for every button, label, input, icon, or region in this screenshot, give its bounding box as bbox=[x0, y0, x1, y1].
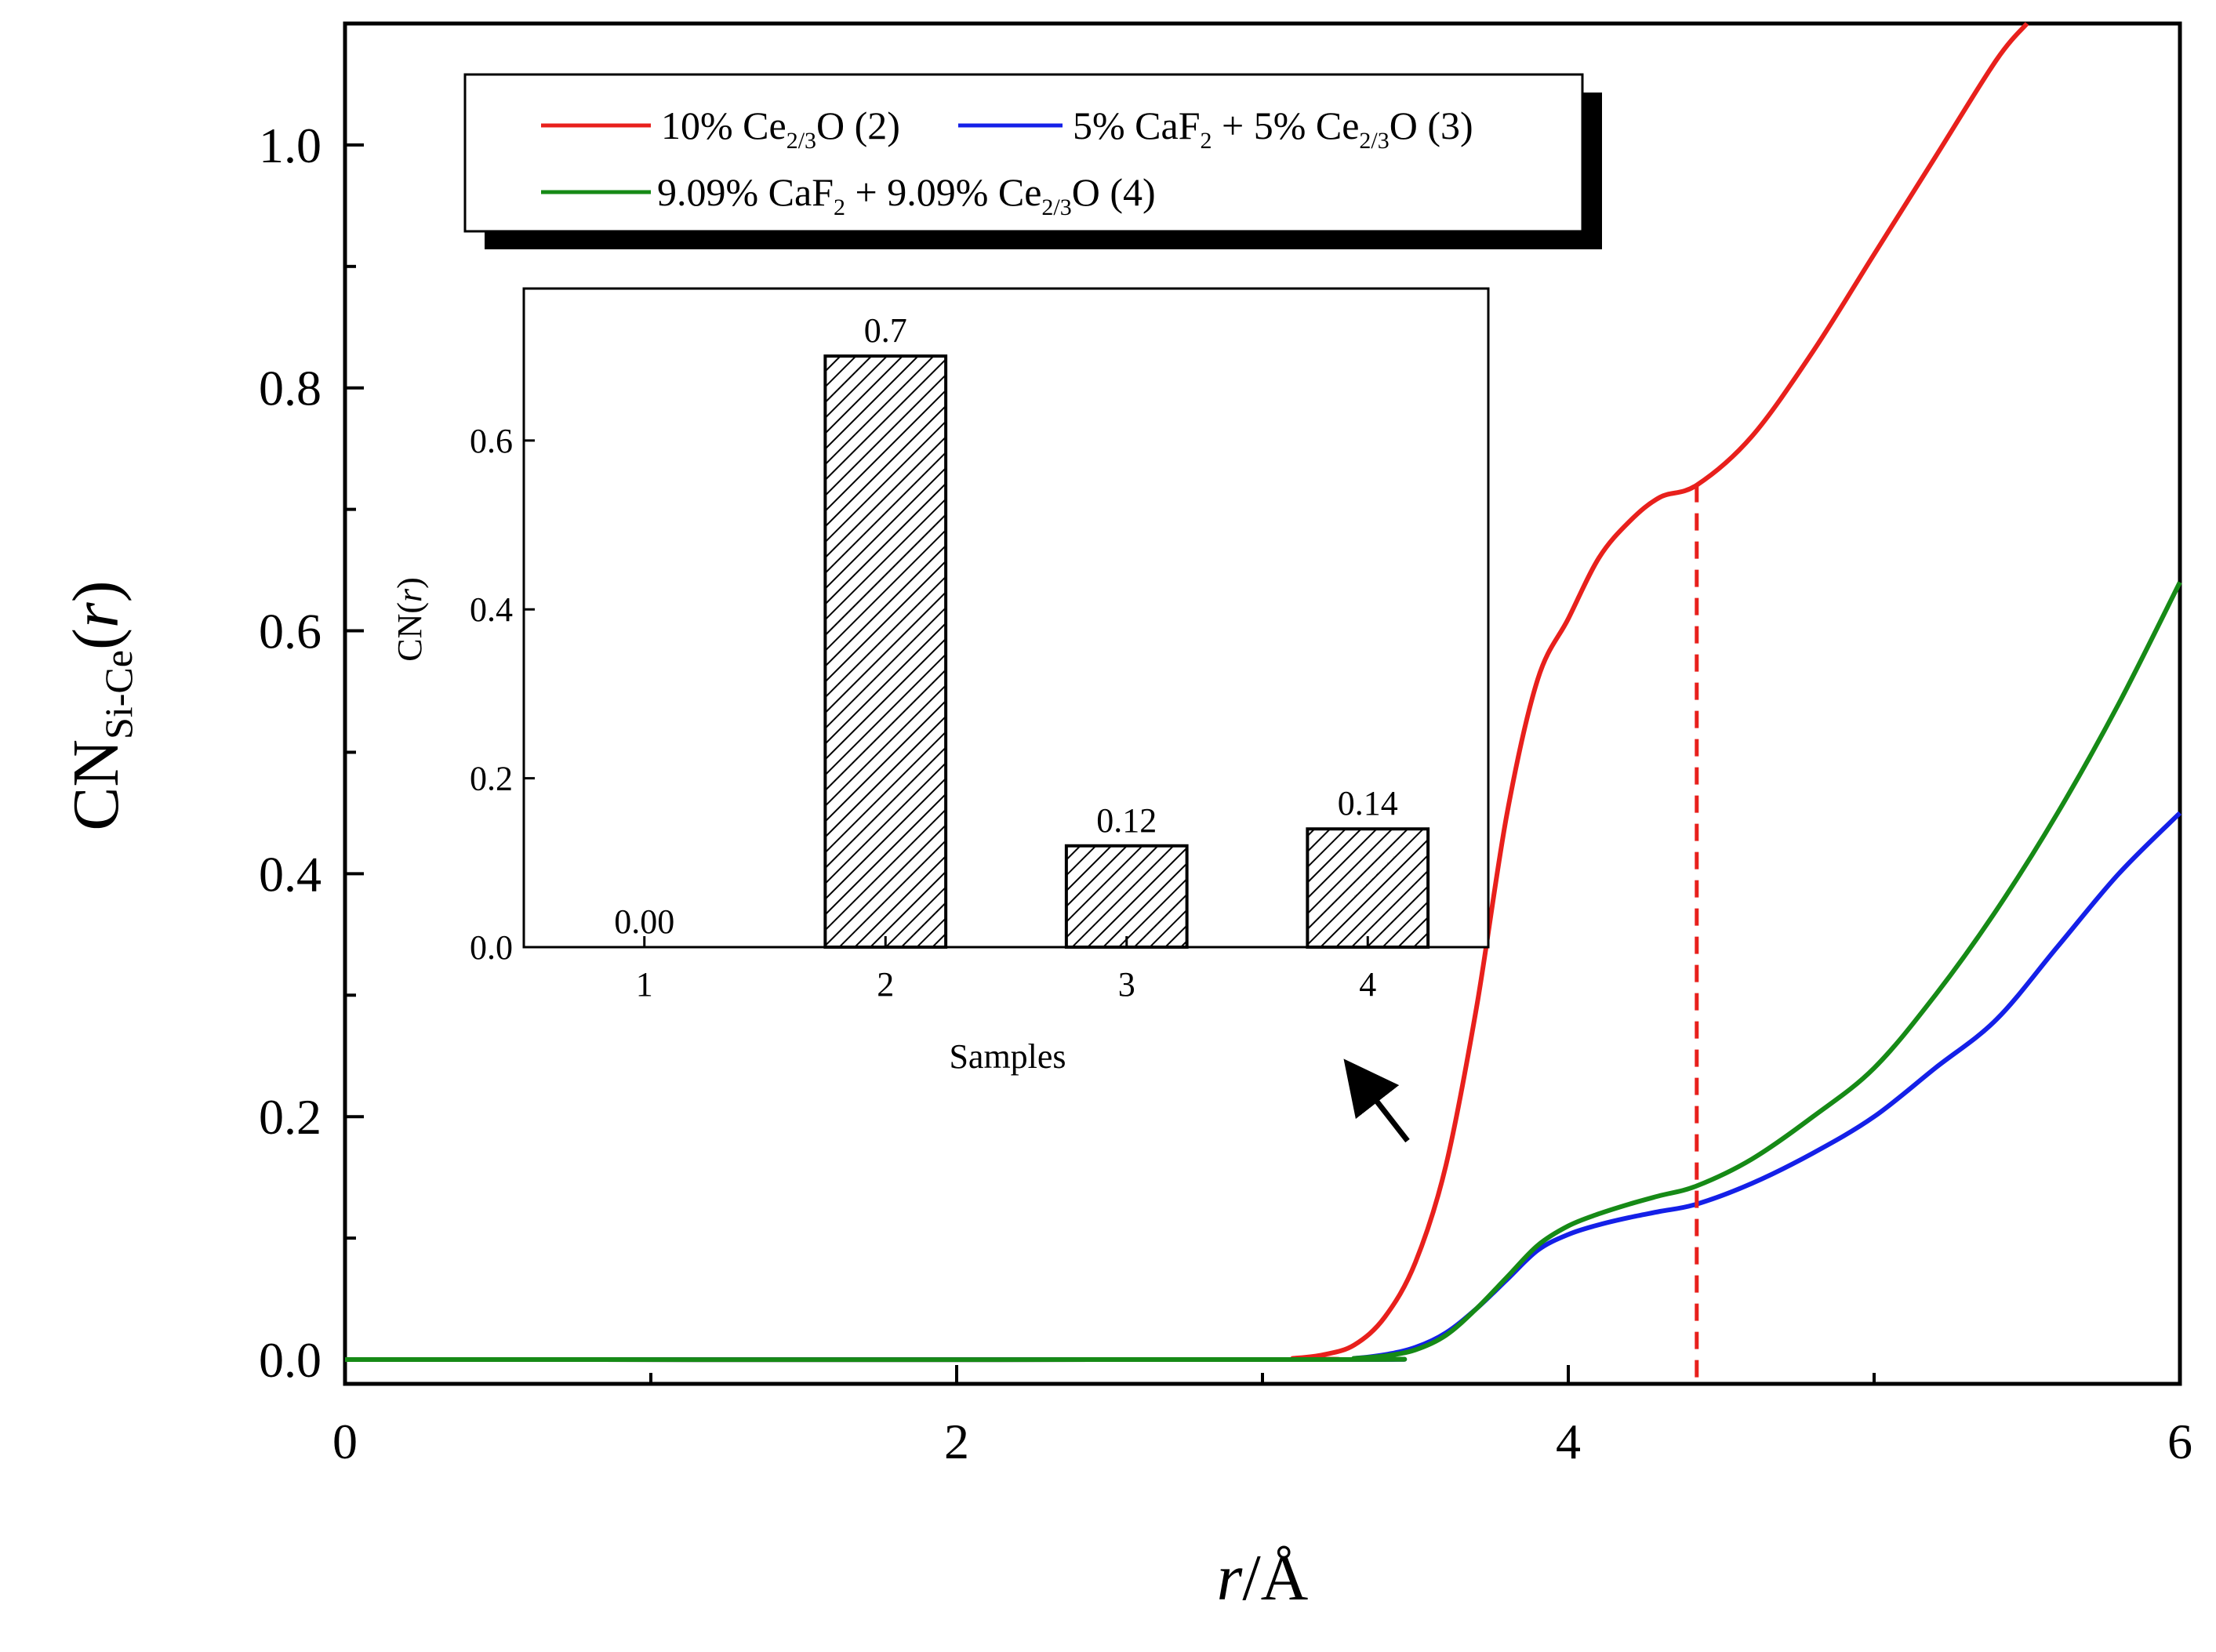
legend-entry-red-sub: 2/3 bbox=[786, 128, 816, 154]
y-tick-label: 0.8 bbox=[259, 361, 322, 416]
legend-entry-blue-post: O (3) bbox=[1390, 103, 1473, 147]
x-axis-title-unit: /Å bbox=[1242, 1541, 1308, 1614]
x-axis-ticks bbox=[343, 1365, 2181, 1384]
series-group bbox=[344, 22, 2182, 1363]
inset-y-title: CN(r) bbox=[391, 577, 429, 662]
legend-entry-red-post: O (2) bbox=[816, 103, 900, 147]
x-axis-title-var: r bbox=[1217, 1541, 1243, 1614]
inset-bar-3 bbox=[1064, 844, 1189, 949]
legend-entry-green-mid: + 9.09% Ce bbox=[845, 170, 1041, 214]
inset-y-ticks: 0.0 0.2 0.4 0.6 bbox=[470, 422, 535, 967]
legend-entry-blue: 5% CaF2 + 5% Ce2/3O (3) bbox=[1073, 103, 1473, 154]
y-axis-title-sub: Si-Ce bbox=[96, 650, 140, 739]
y-axis-title-var: r bbox=[60, 602, 133, 628]
inset-x-tick-label: 2 bbox=[877, 965, 894, 1004]
series-line-green bbox=[344, 581, 2182, 1363]
y-axis-tick-labels: 0.0 0.2 0.4 0.6 0.8 1.0 bbox=[259, 118, 322, 1388]
inset-y-title-close: ) bbox=[391, 577, 429, 589]
inset-x-tick-label: 4 bbox=[1359, 965, 1376, 1004]
inset-pointer-arrow bbox=[1343, 1058, 1410, 1143]
y-axis-title-close: ) bbox=[60, 580, 133, 602]
inset-bar-2 bbox=[823, 354, 948, 949]
x-tick-label: 4 bbox=[1556, 1414, 1581, 1469]
legend-entry-red-pre: 10% Ce bbox=[661, 103, 786, 147]
legend-box bbox=[463, 73, 1584, 233]
legend-entry-green: 9.09% CaF2 + 9.09% Ce2/3O (4) bbox=[657, 170, 1156, 220]
legend-entry-green-sub2: 2/3 bbox=[1041, 194, 1071, 220]
x-tick-label: 6 bbox=[2167, 1414, 2192, 1469]
y-axis-title: CNSi-Ce(r) bbox=[60, 580, 140, 830]
inset-y-tick-label: 0.6 bbox=[470, 422, 513, 460]
inset-x-title: Samples bbox=[949, 1037, 1066, 1076]
inset-y-tick-label: 0.0 bbox=[470, 928, 513, 967]
inset-bar-value-3: 0.12 bbox=[1096, 801, 1157, 840]
y-tick-label: 0.0 bbox=[259, 1332, 322, 1388]
legend-entry-green-sub: 2 bbox=[834, 194, 845, 220]
legend-entry-blue-pre: 5% CaF bbox=[1073, 103, 1201, 147]
y-tick-label: 0.6 bbox=[259, 604, 322, 659]
legend-entry-blue-sub: 2 bbox=[1201, 128, 1212, 154]
x-tick-label: 2 bbox=[944, 1414, 969, 1469]
legend-entry-blue-sub2: 2/3 bbox=[1359, 128, 1389, 154]
inset-bars: 0.00 0.7 0.12 0.14 bbox=[614, 311, 1430, 949]
y-axis-ticks bbox=[345, 143, 364, 1362]
x-tick-label: 0 bbox=[332, 1414, 358, 1469]
y-tick-label: 0.4 bbox=[259, 846, 322, 902]
legend-entry-green-post: O (4) bbox=[1072, 170, 1156, 214]
inset-bar-value-1: 0.00 bbox=[614, 902, 674, 941]
y-axis-title-open: ( bbox=[60, 628, 133, 650]
legend-entry-green-pre: 9.09% CaF bbox=[657, 170, 834, 214]
inset-bar-value-2: 0.7 bbox=[864, 311, 907, 350]
y-tick-label: 0.2 bbox=[259, 1089, 322, 1145]
inset-bar-4 bbox=[1306, 827, 1430, 949]
inset-x-tick-label: 1 bbox=[636, 965, 653, 1004]
y-axis-title-main: CN bbox=[60, 739, 133, 831]
legend-entry-red: 10% Ce2/3O (2) bbox=[661, 103, 900, 154]
legend-entry-blue-mid: + 5% Ce bbox=[1212, 103, 1360, 147]
inset-y-title-main: CN( bbox=[391, 602, 429, 662]
x-axis-title: r/Å bbox=[1217, 1541, 1309, 1614]
inset-y-tick-label: 0.2 bbox=[470, 760, 513, 798]
legend: 10% Ce2/3O (2) 5% CaF2 + 5% Ce2/3O (3) 9… bbox=[541, 103, 1473, 220]
x-axis-tick-labels: 0 2 4 6 bbox=[332, 1414, 2192, 1469]
inset-y-tick-label: 0.4 bbox=[470, 590, 513, 629]
inset-x-ticks: 1 2 3 4 bbox=[636, 936, 1376, 1004]
inset-bar-value-4: 0.14 bbox=[1338, 784, 1398, 822]
inset-x-tick-label: 3 bbox=[1118, 965, 1135, 1004]
y-tick-label: 1.0 bbox=[259, 118, 322, 173]
inset-y-title-var: r bbox=[391, 588, 429, 602]
